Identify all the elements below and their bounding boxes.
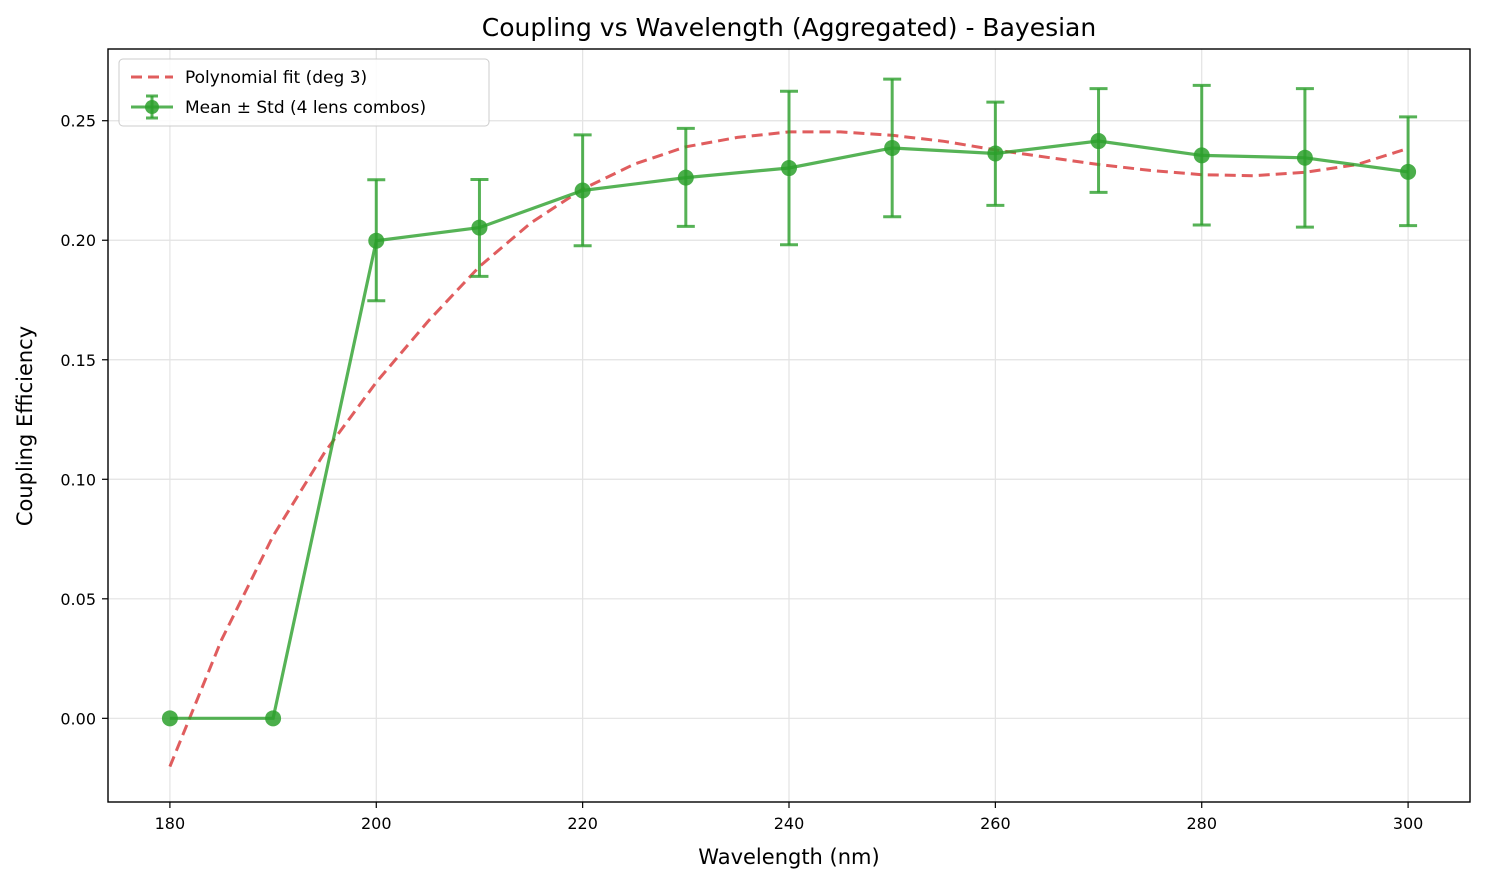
data-point bbox=[987, 145, 1004, 162]
data-point bbox=[368, 232, 385, 249]
x-tick-label: 260 bbox=[980, 814, 1011, 833]
chart-title: Coupling vs Wavelength (Aggregated) - Ba… bbox=[482, 13, 1096, 42]
legend-mean-swatch-marker bbox=[145, 100, 159, 114]
data-point bbox=[161, 710, 178, 727]
data-point bbox=[265, 710, 282, 727]
x-tick-label: 220 bbox=[567, 814, 598, 833]
data-point bbox=[677, 169, 694, 186]
data-point bbox=[1090, 133, 1107, 150]
legend-mean-label: Mean ± Std (4 lens combos) bbox=[185, 98, 426, 118]
data-point bbox=[471, 219, 488, 236]
y-tick-label: 0.05 bbox=[60, 590, 96, 609]
legend-fit-label: Polynomial fit (deg 3) bbox=[185, 68, 367, 88]
y-tick-label: 0.10 bbox=[60, 470, 96, 489]
data-point bbox=[1296, 149, 1313, 166]
data-point bbox=[574, 182, 591, 199]
x-tick-label: 200 bbox=[361, 814, 392, 833]
x-axis-title: Wavelength (nm) bbox=[698, 845, 879, 869]
data-point bbox=[781, 160, 797, 177]
x-tick-label: 300 bbox=[1393, 814, 1424, 833]
data-series bbox=[161, 77, 1418, 727]
y-tick-label: 0.00 bbox=[60, 709, 96, 728]
data-point bbox=[884, 139, 901, 156]
legend-box bbox=[118, 58, 490, 127]
y-tick-label: 0.15 bbox=[60, 351, 96, 370]
data-point bbox=[1400, 163, 1417, 180]
data-point bbox=[1193, 147, 1210, 164]
x-tick-label: 180 bbox=[155, 814, 186, 833]
y-tick-label: 0.25 bbox=[60, 112, 96, 131]
x-tick-label: 280 bbox=[1186, 814, 1217, 833]
legend: Polynomial fit (deg 3) Mean ± Std (4 lens… bbox=[118, 58, 490, 127]
axis-ticks: 180 200 220 240 260 280 300 0.00 0.05 0.10 0.15 0.2… bbox=[60, 112, 1423, 833]
y-tick-label: 0.20 bbox=[60, 231, 96, 250]
x-tick-label: 240 bbox=[774, 814, 805, 833]
y-axis-title: Coupling Efficiency bbox=[13, 326, 37, 526]
